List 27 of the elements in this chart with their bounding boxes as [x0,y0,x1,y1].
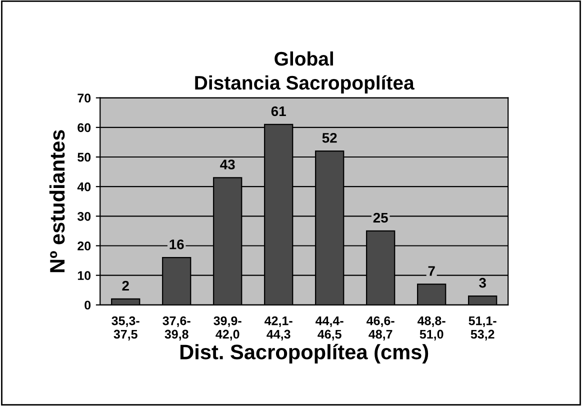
y-tick-label: 70 [78,94,91,102]
x-tick-label: 37,6- 39,8 [162,316,190,340]
y-tick-label: 40 [77,182,91,192]
data-label: 3 [479,278,486,288]
y-tick-label: 20 [78,242,91,250]
data-label: 2 [122,280,129,291]
y-tick-label: 0 [84,300,91,310]
data-label: 43 [220,160,235,170]
chart-title: Global Distancia Sacropoplítea [195,51,414,94]
data-label: 61 [271,106,286,116]
y-axis-title: Nº estudiantes [49,130,65,272]
y-tick-label: 30 [77,212,91,221]
data-label: 7 [428,266,435,276]
x-tick-label: 48,8- 51,0 [418,316,446,340]
x-tick-label: 46,6- 48,7 [366,316,394,340]
x-axis-title: Dist. Sacropoplítea (cms) [180,344,428,364]
x-tick-label: 44,4- 46,5 [316,316,344,340]
y-tick-label: 50 [78,152,91,162]
data-label: 16 [170,239,184,250]
x-tick-label: 51,1- 53,2 [468,316,496,340]
y-tick-label: 60 [78,123,91,132]
x-tick-label: 35,3- 37,5 [112,316,140,340]
x-tick-label: 39,9- 42,0 [214,316,242,340]
data-label: 52 [322,132,337,143]
data-label: 25 [373,212,388,223]
x-tick-label: 42,1- 44,3 [264,316,292,340]
y-tick-label: 10 [78,271,91,280]
